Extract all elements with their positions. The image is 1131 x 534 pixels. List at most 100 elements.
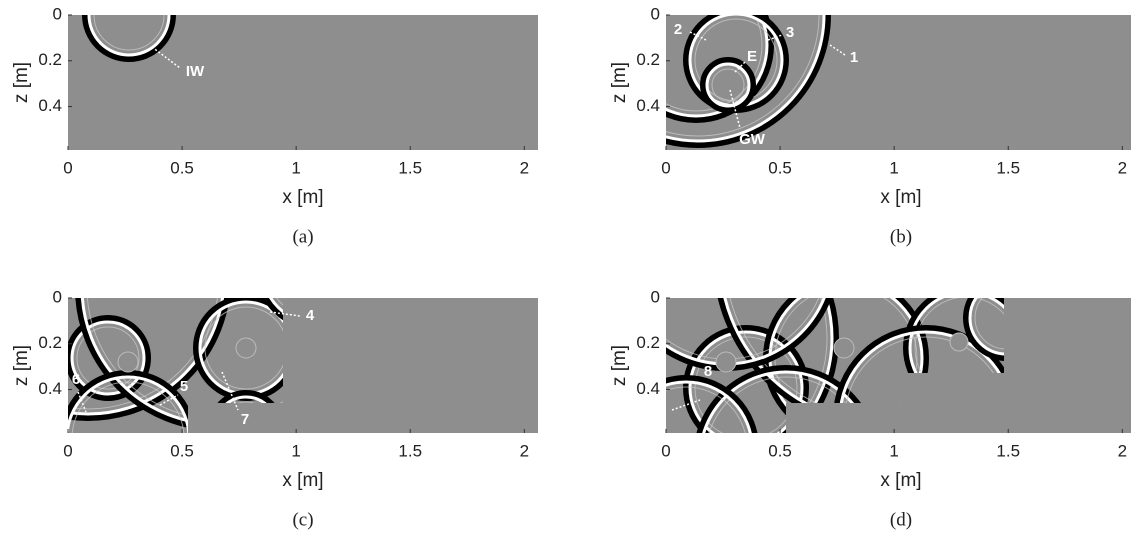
- panel-caption: (a): [292, 226, 313, 247]
- y-tick-label: 0: [53, 4, 62, 23]
- panel: 0 0.5 1 1.5 2 0 0.2 0.4 x [m] z [m] (d) 8: [609, 287, 1131, 530]
- x-tick-label: 2: [520, 158, 529, 177]
- annotation-leader: [729, 89, 741, 129]
- wavefront: [785, 298, 828, 433]
- y-tick-label: 0: [651, 287, 660, 306]
- wavefront: [666, 15, 831, 148]
- x-tick-label: 1.5: [996, 441, 1020, 460]
- wavefront: [68, 298, 224, 416]
- wavefront: [70, 320, 146, 396]
- wavefront: [666, 386, 746, 433]
- wavefront: [791, 298, 834, 433]
- panel-caption: (c): [292, 509, 313, 530]
- inclusion: [833, 337, 855, 359]
- annotation: 4: [306, 307, 315, 324]
- wavefront: [794, 298, 839, 433]
- wavefront: [702, 370, 870, 433]
- y-axis-label: z [m]: [609, 345, 630, 386]
- wavefront: [82, 15, 176, 62]
- y-tick-label: 0.4: [38, 379, 62, 398]
- annotation: E: [747, 48, 757, 65]
- y-tick-label: 0.2: [38, 333, 62, 352]
- annotation: 6: [72, 371, 80, 388]
- wavefront: [68, 298, 218, 410]
- annotation-leader: [151, 46, 181, 69]
- annotation-leader: [689, 31, 707, 41]
- wavefront: [68, 375, 191, 433]
- x-axis-label: x [m]: [282, 470, 323, 491]
- x-axis-label: x [m]: [880, 470, 921, 491]
- y-tick-label: 0.2: [636, 333, 660, 352]
- y-axis-label: z [m]: [609, 62, 630, 103]
- y-tick-label: 0.4: [636, 96, 660, 115]
- annotation-leader: [767, 34, 783, 41]
- x-tick-label: 0: [661, 158, 670, 177]
- wavefront: [666, 15, 763, 112]
- inclusion: [235, 337, 257, 359]
- panel-caption: (b): [890, 226, 912, 247]
- annotation: 3: [786, 24, 794, 41]
- annotation: 1: [850, 49, 858, 66]
- wavefront: [700, 57, 756, 113]
- annotation-leader: [269, 311, 301, 317]
- wavefront: [93, 15, 165, 51]
- x-tick-label: 1.5: [996, 158, 1020, 177]
- wavefront: [68, 315, 151, 401]
- x-tick-label: 2: [520, 441, 529, 460]
- annotation: 7: [241, 411, 249, 428]
- wavefield: [666, 15, 831, 148]
- wavefront: [705, 62, 751, 108]
- wavefront: [688, 330, 804, 433]
- wavefront: [666, 15, 769, 118]
- y-tick-label: 0: [651, 4, 660, 23]
- x-tick-label: 0: [63, 158, 72, 177]
- wavefront: [666, 375, 758, 433]
- wavefront: [696, 365, 876, 433]
- x-tick-label: 1: [291, 441, 300, 460]
- quiet-region: [283, 298, 538, 433]
- x-tick-label: 1: [889, 158, 898, 177]
- panel: 0 0.5 1 1.5 200.20.4x [m]z [m](b)2 3E 1GW: [609, 4, 1131, 247]
- annotation: GW: [739, 131, 766, 148]
- annotation: 5: [180, 378, 188, 395]
- wavefront: [68, 370, 196, 433]
- x-tick-label: 2: [1118, 441, 1127, 460]
- x-tick-label: 1.5: [398, 158, 422, 177]
- wavefield: [666, 298, 1131, 433]
- wavefront: [711, 68, 745, 102]
- wavefield: [68, 298, 538, 433]
- wavefront: [76, 326, 140, 390]
- x-tick-label: 1.5: [398, 441, 422, 460]
- x-tick-label: 0.5: [170, 441, 194, 460]
- panel: 0 0.5 1 1.5 2 0 0.2 0.4 x [m] z [m] (a) IW: [11, 4, 538, 247]
- annotation-leader: [77, 391, 87, 413]
- wavefront: [666, 15, 826, 143]
- wavefront: [68, 298, 230, 421]
- annotation: 8: [704, 363, 712, 380]
- y-tick-label: 0.2: [38, 50, 62, 69]
- wavefront: [683, 325, 809, 433]
- x-tick-label: 1: [889, 441, 898, 460]
- x-tick-label: 2: [1118, 158, 1127, 177]
- annotation: IW: [186, 63, 205, 80]
- wavefront: [87, 15, 171, 57]
- x-tick-label: 0: [661, 441, 670, 460]
- x-tick-label: 0.5: [768, 441, 792, 460]
- annotation-leader: [671, 399, 701, 411]
- y-axis-label: z [m]: [11, 62, 32, 103]
- wavefront: [708, 376, 864, 433]
- wavefield: [82, 15, 176, 62]
- panel-caption: (d): [890, 509, 912, 530]
- quiet-region: [1004, 298, 1131, 433]
- wavefront: [666, 380, 752, 433]
- x-tick-label: 1: [291, 158, 300, 177]
- y-axis-label: z [m]: [11, 345, 32, 386]
- inclusion: [949, 332, 969, 352]
- x-tick-label: 0: [63, 441, 72, 460]
- wavefront: [666, 15, 774, 123]
- wavefront: [694, 18, 778, 102]
- y-tick-label: 0.2: [636, 50, 660, 69]
- x-axis-label: x [m]: [880, 187, 921, 208]
- wavefield-background: [68, 15, 538, 150]
